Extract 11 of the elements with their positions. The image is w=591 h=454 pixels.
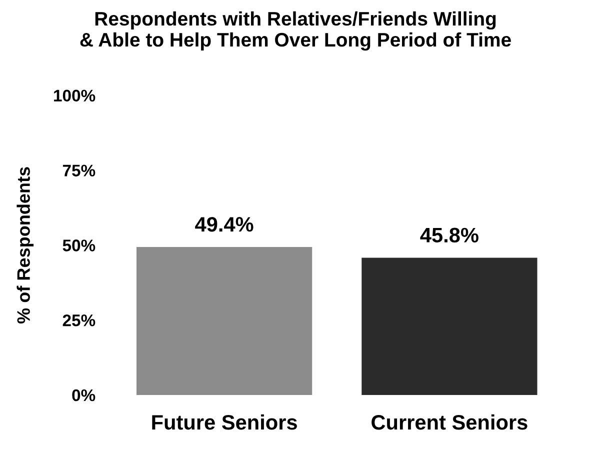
y-tick-label: 25% bbox=[62, 314, 96, 326]
y-axis-title: % of Respondents bbox=[16, 167, 34, 324]
y-tick-label: 100% bbox=[54, 90, 96, 102]
y-tick-label: 75% bbox=[62, 164, 96, 176]
x-tick-label: Current Seniors bbox=[372, 414, 528, 430]
data-label: 49.4% bbox=[195, 216, 254, 232]
chart-title: Respondents with Relatives/Friends Willing & Able to Help Them Over Long Period of Time bbox=[80, 11, 511, 51]
data-label: 45.8% bbox=[420, 228, 478, 243]
x-tick-label: Future Seniors bbox=[152, 414, 297, 430]
y-tick-label: 50% bbox=[62, 240, 96, 252]
y-tick-label: 0% bbox=[72, 389, 96, 402]
